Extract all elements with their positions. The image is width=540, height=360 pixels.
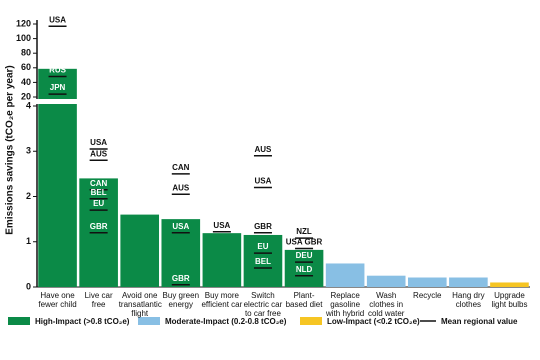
x-tick-label: Buy more efficient car (201, 291, 243, 309)
regional-mean-label: GBR (172, 274, 190, 283)
regional-mean-label: CAN (172, 163, 190, 172)
bar (243, 234, 283, 287)
regional-mean-label: USA (255, 177, 272, 186)
bar (490, 282, 529, 287)
bar (366, 275, 406, 287)
legend-label: Low-Impact (<0.2 tCO₂e) (327, 317, 420, 326)
legend-label: Mean regional value (441, 317, 518, 326)
y-tick-label: 120 (16, 18, 31, 28)
bar (407, 277, 447, 287)
legend-swatch (300, 317, 322, 325)
bar (449, 277, 488, 287)
regional-mean-label: GBR (254, 222, 272, 231)
legend-swatch (8, 317, 30, 325)
regional-mean-label: NLD (296, 265, 313, 274)
regional-mean-label: JPN (50, 83, 66, 92)
y-tick-label: 40 (21, 77, 31, 87)
y-tick-label: 1 (26, 236, 31, 246)
x-tick-label: Replace gasoline with hybrid (326, 291, 365, 318)
x-tick-label: Live car free (84, 291, 113, 309)
regional-mean-label: EU (257, 242, 268, 251)
regional-mean-label: EU (93, 199, 104, 208)
regional-mean-label: AUS (255, 145, 273, 154)
x-tick-label: Avoid one transatlantic flight (118, 291, 162, 318)
bar (38, 68, 77, 288)
x-tick-label: Upgrade light bulbs (491, 291, 528, 309)
x-tick-label: Buy green energy (162, 291, 200, 309)
x-tick-label: Wash clothes in cold water (367, 291, 405, 318)
bar (202, 233, 242, 287)
regional-mean-label: USA (213, 221, 230, 230)
regional-mean-label: USA (90, 138, 107, 147)
regional-mean-label: BEL (91, 188, 107, 197)
x-tick-label: Have one fewer child (38, 291, 77, 309)
y-tick-label: 4 (26, 100, 31, 110)
regional-mean-label: NZL (296, 227, 312, 236)
regional-mean-label: AUS (172, 183, 190, 192)
regional-mean-label: USA (49, 15, 66, 24)
x-tick-label: Switch electric car to car free (243, 291, 283, 318)
bar (120, 214, 160, 287)
regional-mean-label: AUS (90, 149, 108, 158)
x-tick-label: Recycle (413, 291, 442, 300)
regional-mean-label: RUS (49, 66, 67, 75)
x-tick-label: Hang dry clothes (452, 291, 485, 309)
bar (161, 219, 201, 287)
x-tick-label: Plant-based diet (285, 291, 323, 309)
legend-label: Moderate-Impact (0.2-0.8 tCO₂e) (165, 317, 287, 326)
y-tick-label: 60 (21, 62, 31, 72)
bar (325, 263, 365, 287)
regional-mean-label: USA GBR (286, 238, 323, 247)
regional-mean-label: DEU (296, 251, 313, 260)
legend-swatch (138, 317, 160, 325)
bar (284, 249, 324, 287)
regional-mean-label: GBR (90, 222, 108, 231)
y-tick-label: 80 (21, 48, 31, 58)
y-tick-label: 2 (26, 191, 31, 201)
y-tick-label: 100 (16, 33, 31, 43)
axis-break (31, 99, 81, 104)
y-tick-label: 3 (26, 146, 31, 156)
regional-mean-label: USA (172, 222, 189, 231)
regional-mean-label: CAN (90, 179, 108, 188)
y-tick-label: 20 (21, 91, 31, 101)
regional-mean-label: BEL (255, 257, 271, 266)
y-tick-label: 0 (26, 281, 31, 291)
legend-label: High-Impact (>0.8 tCO₂e) (35, 317, 130, 326)
y-axis-label: Emissions savings (tCO₂e per year) (5, 65, 16, 235)
